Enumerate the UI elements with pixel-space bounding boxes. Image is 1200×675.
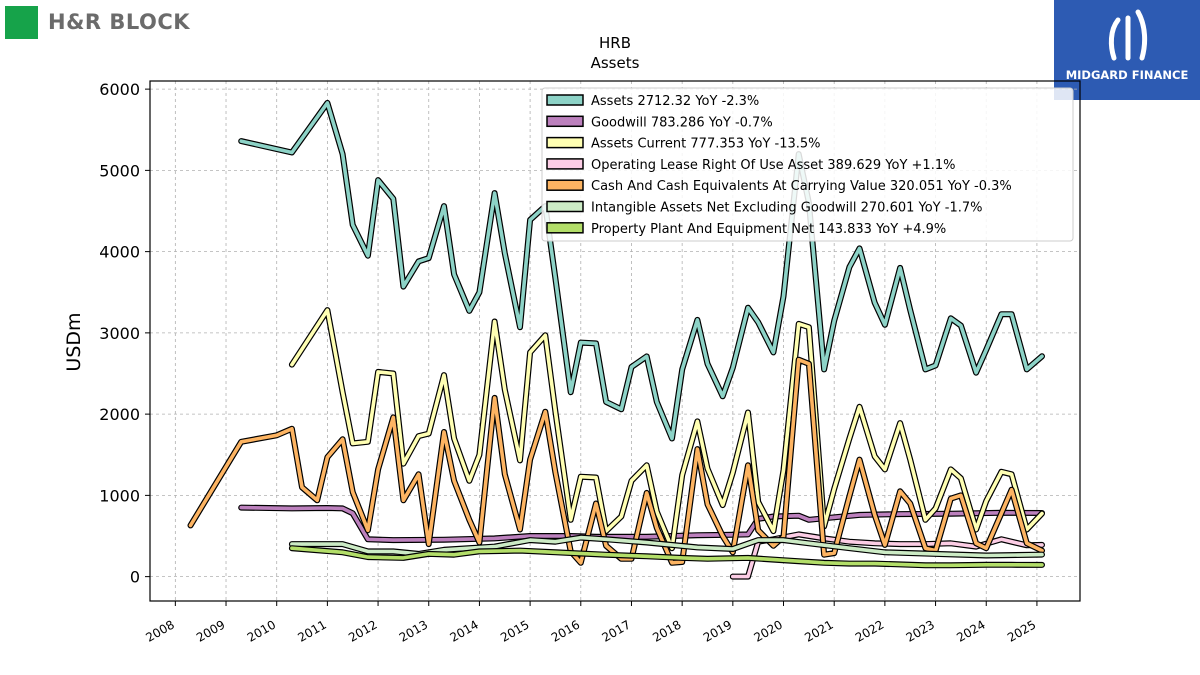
midgard-finance-logo: MIDGARD FINANCE: [1054, 0, 1200, 100]
legend-label: Intangible Assets Net Excluding Goodwill…: [591, 201, 982, 216]
legend-swatch: [546, 200, 584, 213]
x-tick-label: 2025: [1005, 617, 1038, 644]
legend-label: Property Plant And Equipment Net 143.833…: [591, 222, 946, 237]
x-tick-label: 2020: [752, 617, 785, 644]
series-outline-cash-and-cash-equivalents-at-carrying-value: [187, 356, 1045, 566]
legend: Assets 2712.32 YoY -2.3% Goodwill 783.286…: [541, 87, 1074, 242]
chart-subtitle: Assets: [591, 54, 640, 72]
legend-box: [541, 87, 1074, 242]
legend-label: Assets Current 777.353 YoY -13.5%: [591, 137, 821, 152]
legend-swatch: [546, 94, 584, 106]
x-tick-label: 2024: [954, 617, 987, 644]
x-tick-label: 2014: [447, 617, 480, 644]
y-tick-label: 3000: [99, 324, 140, 343]
series-line-cash-and-cash-equivalents-at-carrying-value: [188, 357, 1044, 565]
x-tick-label: 2015: [498, 617, 531, 644]
x-tick-label: 2008: [143, 617, 176, 644]
series-line-property-plant-and-equipment-net: [290, 546, 1044, 568]
hr-block-logo-square: [5, 5, 38, 39]
x-tick-label: 2010: [245, 617, 278, 644]
x-axis-ticks: 2008 2009 2010 2011 2012 2013 2014 2015 2016 2017…: [143, 601, 1038, 645]
legend-swatch: [546, 179, 584, 191]
legend-label: Cash And Cash Equivalents At Carrying Va…: [591, 179, 1012, 194]
x-tick-label: 2018: [650, 617, 683, 644]
chart-title: HRB: [599, 34, 631, 52]
y-tick-label: 1000: [99, 486, 140, 505]
x-tick-label: 2012: [346, 617, 379, 644]
series-layer: [187, 99, 1045, 580]
x-tick-label: 2013: [397, 617, 430, 644]
x-tick-label: 2009: [194, 617, 227, 644]
legend-swatch: [546, 158, 584, 170]
x-tick-label: 2016: [549, 617, 582, 644]
y-tick-label: 2000: [99, 405, 140, 424]
x-tick-label: 2011: [295, 617, 328, 644]
plot-frame: [149, 80, 1081, 602]
legend-label: Goodwill 783.286 YoY -0.7%: [591, 115, 773, 130]
hr-block-logo-text: H&R BLOCK: [48, 10, 191, 34]
y-tick-label: 0: [130, 568, 140, 587]
legend-swatch: [546, 136, 584, 149]
x-tick-label: 2023: [904, 617, 937, 644]
x-tick-label: 2017: [600, 617, 633, 644]
series-line-assets-current: [290, 308, 1044, 551]
series-line-assets: [239, 101, 1044, 441]
midgard-emblem-icon: [1108, 9, 1148, 61]
hr-block-logo: H&R BLOCK: [5, 5, 191, 39]
legend-label: Operating Lease Right Of Use Asset 389.6…: [591, 158, 955, 173]
y-axis-ticks: 0 1000 2000 3000 4000 5000 6000: [99, 80, 150, 587]
y-axis-label: USDm: [63, 312, 85, 371]
y-tick-label: 5000: [99, 161, 140, 180]
legend-swatch: [546, 222, 584, 234]
series-line-intangible-assets-net-excluding-goodwill: [290, 535, 1044, 558]
y-tick-label: 4000: [99, 243, 140, 262]
y-tick-label: 6000: [99, 80, 140, 99]
midgard-logo-text: MIDGARD FINANCE: [1065, 68, 1189, 82]
x-tick-label: 2019: [701, 617, 734, 644]
legend-label: Assets 2712.32 YoY -2.3%: [591, 94, 759, 109]
x-tick-label: 2021: [802, 617, 835, 644]
legend-swatch: [546, 115, 584, 128]
x-tick-label: 2022: [853, 617, 886, 644]
